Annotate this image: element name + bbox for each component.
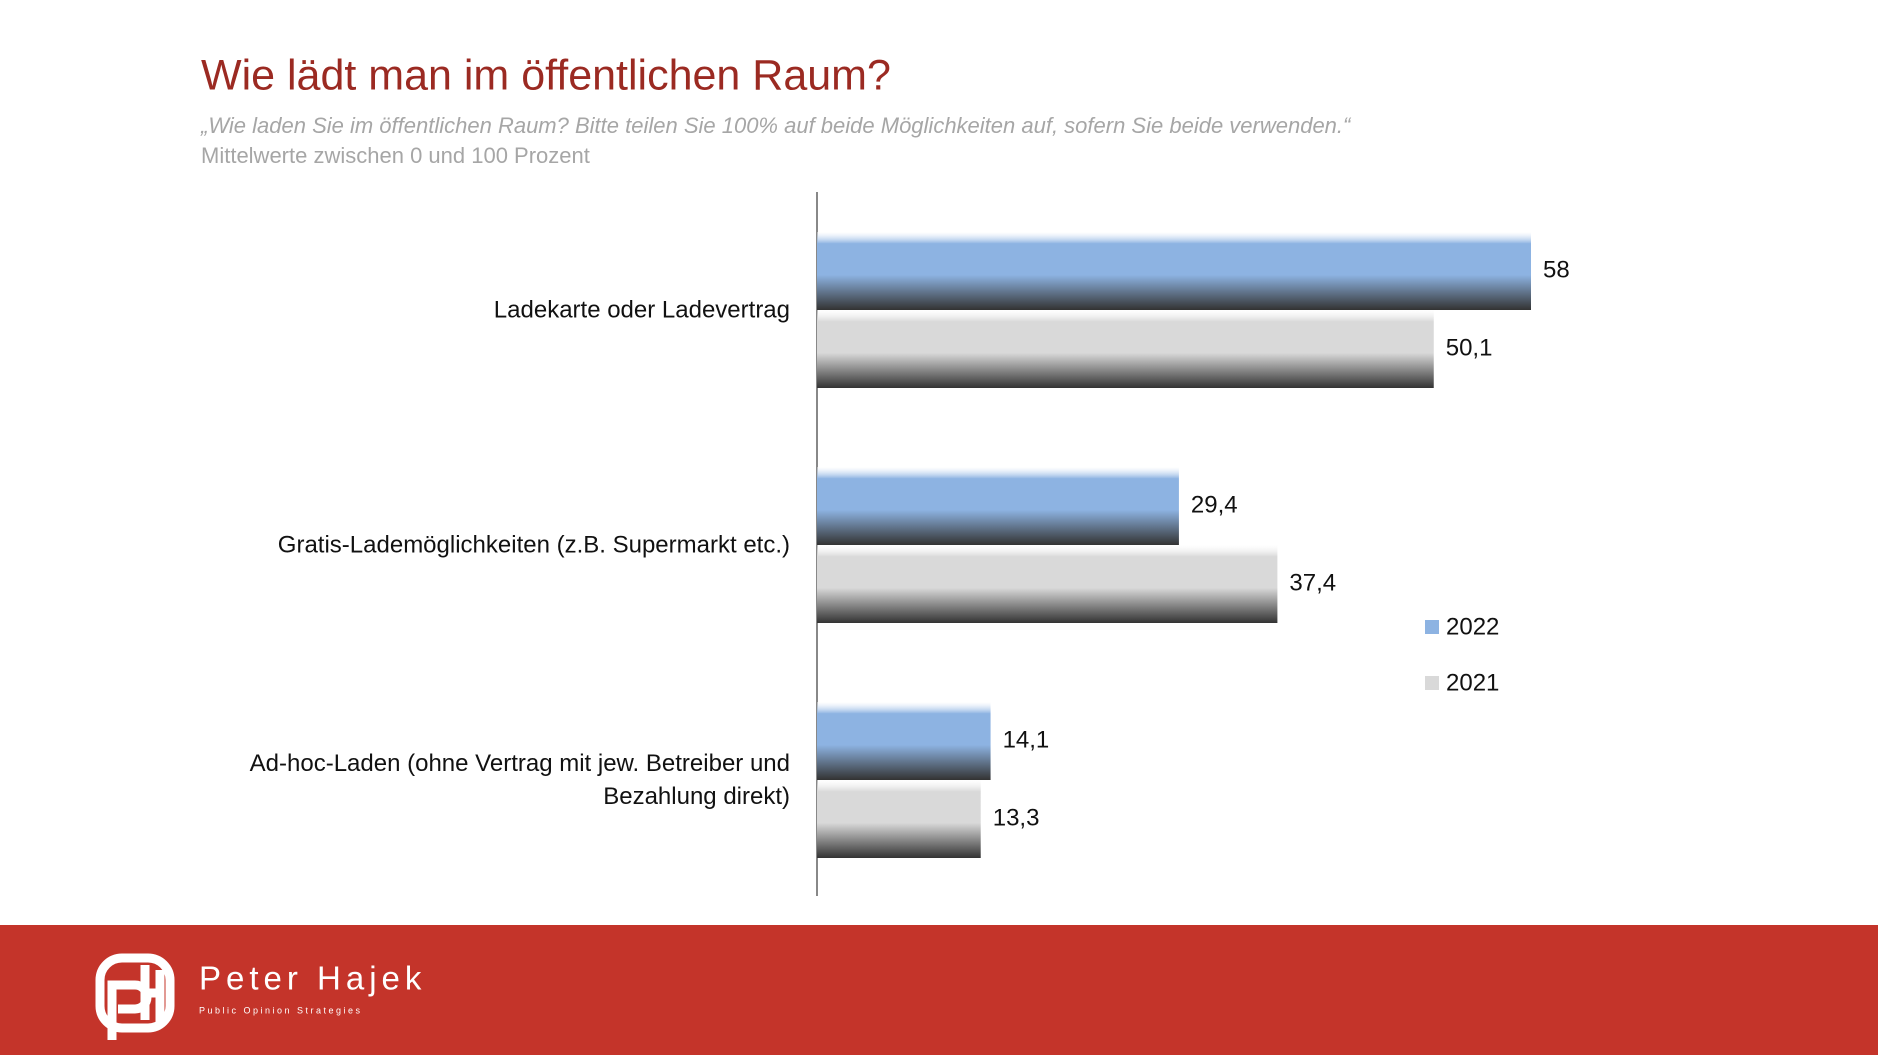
bar	[817, 702, 991, 780]
value-label: 37,4	[1289, 569, 1336, 596]
logo	[95, 953, 175, 1040]
legend-label: 2022	[1446, 613, 1499, 640]
value-label: 29,4	[1191, 491, 1238, 518]
category-label: Ladekarte oder Ladevertrag	[493, 296, 790, 324]
tagline: Public Opinion Strategies	[199, 1005, 363, 1015]
legend-label: 2021	[1446, 669, 1499, 696]
legend-swatch	[1425, 676, 1439, 690]
legend-swatch	[1425, 620, 1439, 634]
chart-title: Wie lädt man im öffentlichen Raum?	[201, 51, 891, 99]
caption: Mittelwerte zwischen 0 und 100 Prozent	[201, 143, 590, 168]
value-label: 14,1	[1003, 726, 1050, 753]
value-label: 50,1	[1446, 334, 1493, 361]
bar	[817, 310, 1434, 388]
footer-band	[0, 925, 1878, 1055]
bar	[817, 467, 1179, 545]
brand: Peter Hajek	[199, 960, 426, 997]
bar	[817, 780, 981, 858]
bar	[817, 545, 1278, 623]
category-label: Gratis-Lademöglichkeiten (z.B. Supermark…	[277, 531, 790, 559]
value-label: 58	[1543, 256, 1570, 283]
bar	[817, 232, 1531, 310]
subtitle: „Wie laden Sie im öffentlichen Raum? Bit…	[200, 113, 1352, 138]
category-label: Ad-hoc-Laden (ohne Vertrag mit jew. Betr…	[249, 750, 790, 810]
value-label: 13,3	[993, 804, 1040, 831]
